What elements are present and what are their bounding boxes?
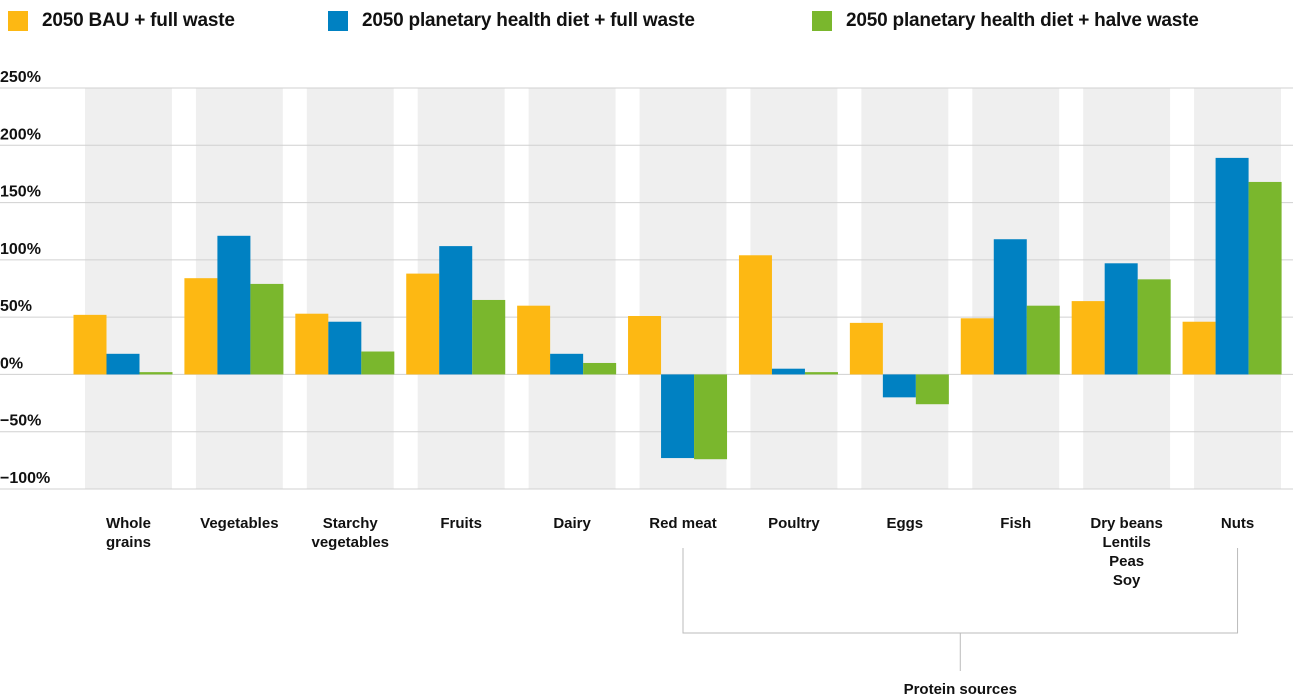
bar-series-1 [738,255,772,375]
x-tick-label: Nuts [1221,515,1254,532]
category-band [85,88,172,489]
x-axis-labels: Whole grains Vegetables Starchy vegetables Fr… [106,515,1254,589]
bar-series-2 [328,321,362,375]
legend-label-phd-halve-waste: 2050 planetary health diet + halve waste [846,10,1199,31]
bar-series-3 [139,372,173,375]
x-tick-label: Dairy [553,515,591,532]
legend-swatch-phd-halve-waste [812,11,832,31]
legend-label-bau: 2050 BAU + full waste [42,10,235,31]
x-tick-label: Dry beans Lentils Peas Soy [1090,515,1163,589]
protein-sources-bracket: Protein sources [682,548,1239,697]
y-axis-ticks: 250% 200% 150% 100% 50% 0% −50% −100% [0,69,50,487]
bar-series-1 [184,278,218,375]
bar-series-3 [1137,279,1171,375]
x-tick-label: Fruits [440,515,482,532]
legend-swatch-bau [8,11,28,31]
bar-series-1 [628,315,662,375]
legend: 2050 BAU + full waste 2050 planetary hea… [0,4,1309,40]
legend-item-phd-halve-waste: 2050 planetary health diet + halve waste [812,10,1199,32]
y-tick-label: 150% [0,184,41,201]
bar-series-1 [517,305,551,375]
x-tick-label: Whole grains [106,515,151,551]
bar-series-1 [295,313,329,375]
bar-series-1 [406,273,440,375]
y-tick-label: −50% [0,413,41,430]
bar-series-2 [439,246,473,375]
x-tick-label: Vegetables [200,515,278,532]
y-tick-label: 50% [0,298,32,315]
bar-series-2 [771,368,805,375]
category-band [528,88,616,489]
y-tick-label: 100% [0,241,41,258]
bar-series-1 [960,318,994,375]
bar-series-2 [217,235,251,375]
bar-series-2 [993,239,1027,375]
bar-series-2 [106,353,140,375]
bar-series-3 [694,374,728,460]
bar-series-2 [882,374,916,398]
bar-series-3 [250,283,284,375]
y-tick-label: 0% [0,355,23,372]
protein-sources-label: Protein sources [904,681,1017,697]
bars [73,157,1282,460]
y-tick-label: 200% [0,126,41,143]
bar-series-2 [1104,263,1138,375]
bar-series-1 [849,322,883,375]
bar-series-3 [472,299,506,375]
bracket-line [682,548,1239,671]
bar-series-3 [583,362,617,375]
bar-series-1 [1182,321,1216,375]
x-tick-label: Eggs [886,515,923,532]
x-tick-label: Fish [1000,515,1031,532]
bar-series-3 [804,372,838,375]
legend-label-phd-full-waste: 2050 planetary health diet + full waste [362,10,695,31]
bar-series-1 [1071,301,1105,375]
bar-series-2 [550,353,584,375]
x-tick-label: Poultry [768,515,820,532]
legend-item-bau: 2050 BAU + full waste [8,10,235,32]
x-tick-label: Starchy vegetables [311,515,389,551]
bar-series-1 [73,314,107,375]
bar-series-3 [1248,181,1282,375]
legend-swatch-phd-full-waste [328,11,348,31]
bar-series-3 [915,374,949,405]
bar-series-2 [661,374,695,459]
bar-series-2 [1215,157,1249,375]
y-tick-label: 250% [0,69,41,86]
y-tick-label: −100% [0,470,50,487]
category-band [306,88,394,489]
category-band [861,88,949,489]
legend-item-phd-full-waste: 2050 planetary health diet + full waste [328,10,695,32]
bar-series-3 [361,351,395,375]
bar-series-3 [1026,305,1060,375]
x-tick-label: Red meat [649,515,717,532]
